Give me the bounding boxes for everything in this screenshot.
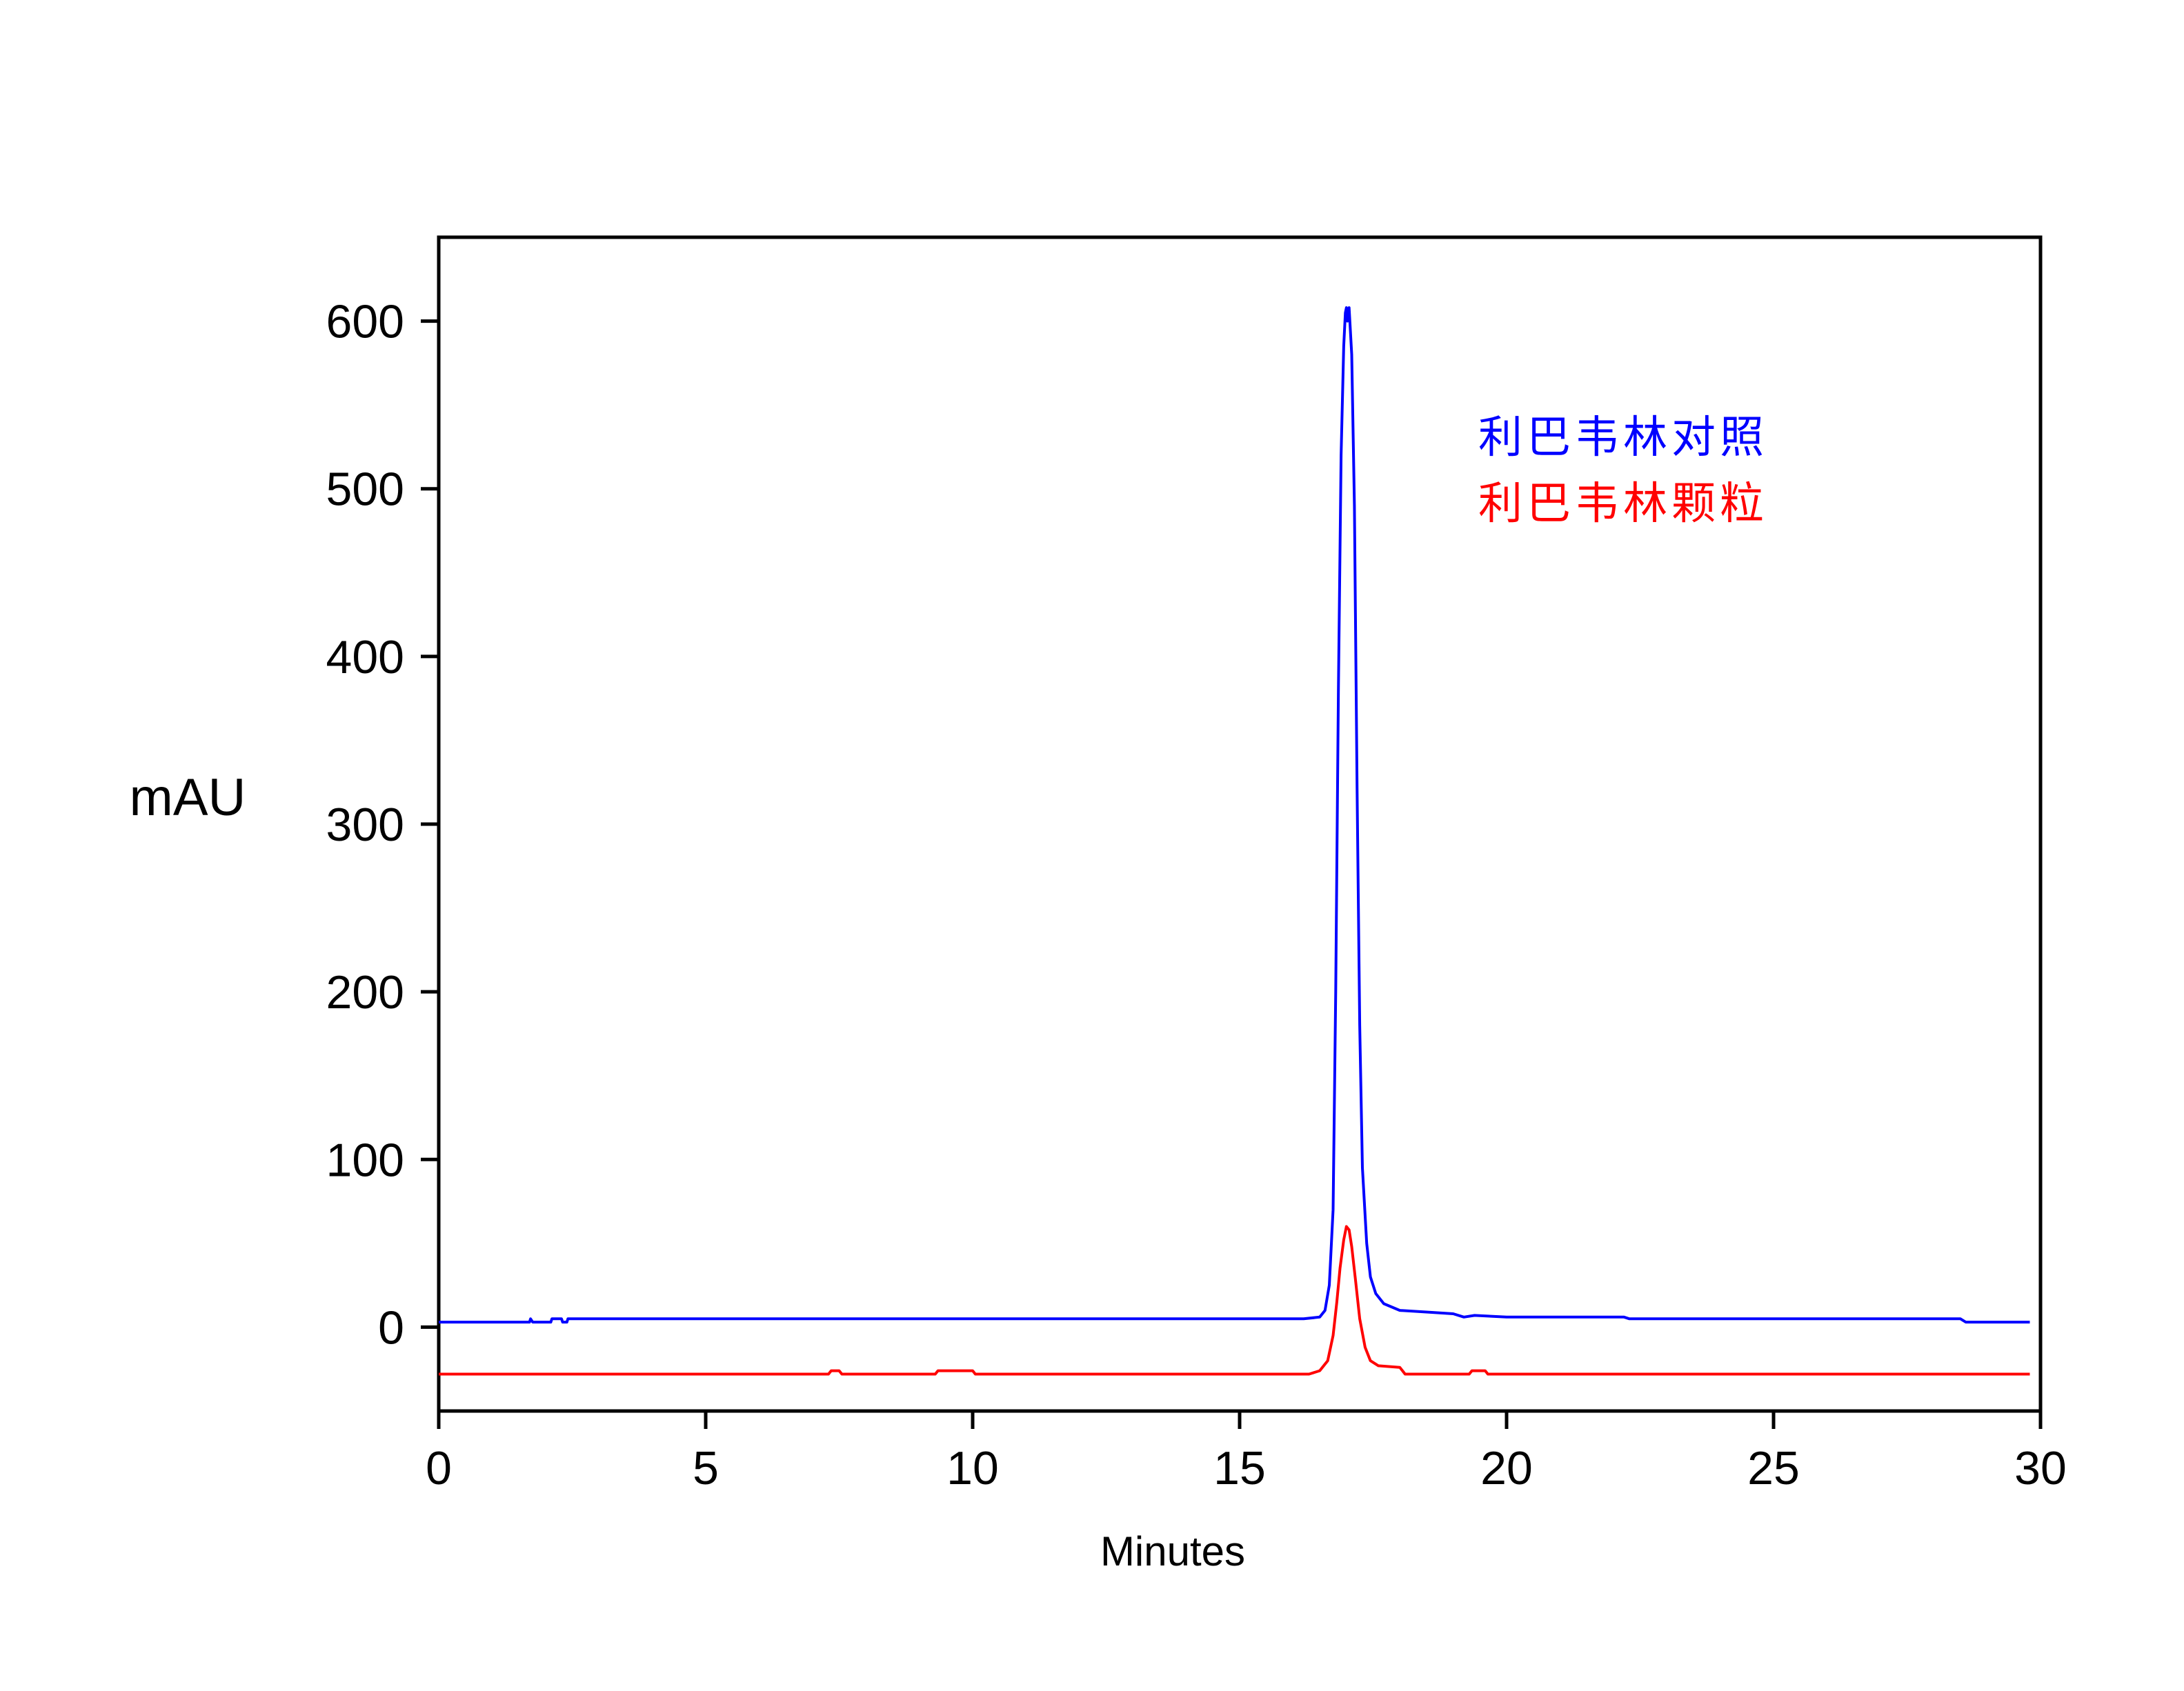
- series-line: [439, 1225, 2030, 1376]
- y-tick-label: 300: [326, 799, 404, 851]
- x-tick-label: 25: [1747, 1442, 1800, 1494]
- x-tick-label: 5: [693, 1442, 719, 1494]
- plot-frame: [437, 235, 2043, 1413]
- legend-entry-reference: 利巴韦林对照: [1478, 412, 1768, 463]
- y-tick-label: 200: [326, 966, 404, 1019]
- y-axis-label: mAU: [130, 768, 246, 827]
- x-tick-label: 30: [2014, 1442, 2067, 1494]
- x-tick-label: 20: [1480, 1442, 1533, 1494]
- x-tick-label: 0: [426, 1442, 452, 1494]
- y-tick-label: 400: [326, 631, 404, 683]
- x-axis-label: Minutes: [1100, 1528, 1245, 1574]
- plot-layer: 0 100 200 300 400 500 600 0 5 10 15 20 25 30: [326, 235, 2067, 1494]
- x-tick-label: 15: [1213, 1442, 1266, 1494]
- y-tick-label: 600: [326, 296, 404, 348]
- y-tick-label: 0: [378, 1301, 404, 1354]
- legend: 利巴韦林对照 利巴韦林颗粒: [1478, 412, 1768, 530]
- series-line: [439, 306, 2030, 1324]
- legend-entry-granules: 利巴韦林颗粒: [1478, 479, 1768, 530]
- y-tick-label: 100: [326, 1134, 404, 1186]
- x-tick-label: 10: [946, 1442, 999, 1494]
- y-tick-label: 500: [326, 463, 404, 516]
